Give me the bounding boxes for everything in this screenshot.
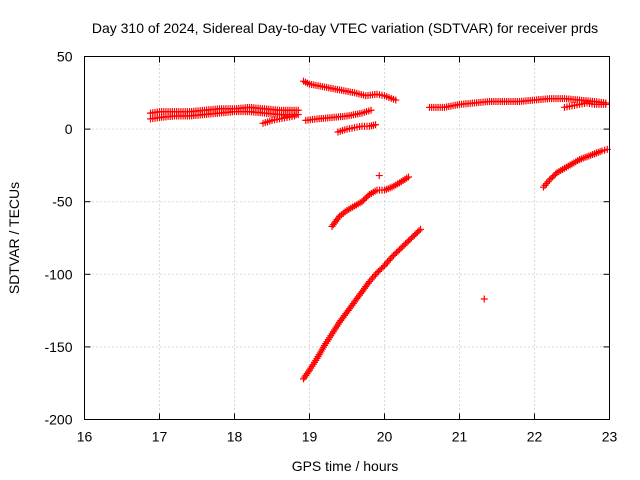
data-point: [602, 100, 610, 108]
series-arc-deep: [300, 225, 424, 383]
series-arc-steep: [328, 173, 412, 230]
x-tick-label: 20: [377, 429, 393, 445]
y-tick-label: 0: [65, 121, 73, 137]
y-tick-label: -150: [44, 339, 72, 355]
data-point: [417, 225, 424, 233]
y-axis-label: SDTVAR / TECUs: [6, 182, 22, 294]
series-arc-right-low: [540, 145, 611, 191]
data-point: [372, 121, 379, 129]
data-point: [291, 112, 298, 120]
y-tick-label: -200: [44, 412, 72, 428]
tick-labels: 16 17 18 19 20 21 22 23 -200 -150 -100 -50 0 50: [44, 49, 617, 445]
x-tick-label: 21: [452, 429, 468, 445]
plot-frame: [84, 56, 610, 420]
x-tick-label: 22: [527, 429, 543, 445]
series-band-b: [147, 103, 302, 117]
series-arc-right-dip: [561, 99, 610, 111]
series-isolated-1: [375, 172, 383, 180]
x-tick-label: 16: [77, 429, 93, 445]
x-axis-label: GPS time / hours: [292, 458, 399, 474]
y-tick-label: 50: [57, 49, 73, 65]
data-point: [415, 227, 423, 235]
x-tick-label: 23: [602, 429, 618, 445]
x-tick-label: 18: [227, 429, 243, 445]
series-arc-low: [334, 121, 379, 136]
x-tick-label: 17: [152, 429, 168, 445]
data-point: [379, 263, 387, 271]
x-tick-label: 19: [302, 429, 318, 445]
data-marks: [147, 77, 611, 383]
data-point: [405, 173, 412, 181]
series-arc-mid: [302, 106, 375, 124]
chart-title: Day 310 of 2024, Sidereal Day-to-day VTE…: [92, 20, 598, 36]
y-tick-label: -100: [44, 266, 72, 282]
data-point: [294, 106, 302, 114]
data-point: [367, 106, 375, 114]
series-isolated-2: [480, 295, 488, 303]
data-point: [375, 172, 383, 180]
data-point: [480, 295, 488, 303]
data-point: [392, 96, 400, 104]
data-point: [334, 214, 342, 222]
series-arc-top: [300, 77, 400, 104]
y-tick-label: -50: [52, 194, 72, 210]
series-band-c: [259, 112, 298, 127]
series-arc-right-top: [426, 95, 610, 111]
